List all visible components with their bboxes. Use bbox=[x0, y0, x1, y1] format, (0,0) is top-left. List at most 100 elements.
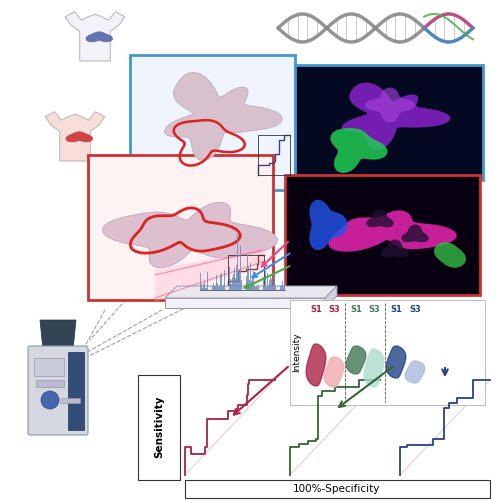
Polygon shape bbox=[328, 210, 456, 252]
Bar bbox=[200, 273, 201, 290]
Text: S1: S1 bbox=[310, 305, 322, 314]
Bar bbox=[270, 278, 271, 290]
Bar bbox=[202, 288, 203, 290]
Bar bbox=[274, 274, 275, 290]
Text: S3: S3 bbox=[368, 305, 380, 314]
Bar bbox=[226, 275, 228, 290]
Bar bbox=[284, 272, 285, 290]
FancyBboxPatch shape bbox=[28, 346, 88, 435]
Text: S1: S1 bbox=[390, 305, 402, 314]
Polygon shape bbox=[382, 240, 408, 258]
Bar bbox=[251, 281, 252, 290]
Bar bbox=[203, 284, 204, 290]
Bar bbox=[216, 275, 217, 290]
Polygon shape bbox=[45, 112, 105, 161]
Bar bbox=[285, 175, 480, 295]
Bar bbox=[262, 278, 264, 290]
Polygon shape bbox=[330, 128, 388, 173]
Bar bbox=[233, 274, 234, 290]
Bar bbox=[208, 279, 210, 290]
Bar bbox=[290, 300, 485, 405]
Polygon shape bbox=[310, 200, 348, 250]
Bar bbox=[260, 284, 262, 290]
Bar bbox=[272, 286, 273, 290]
Bar bbox=[206, 288, 207, 290]
Bar bbox=[258, 135, 290, 175]
Bar bbox=[235, 278, 236, 290]
Polygon shape bbox=[102, 202, 278, 268]
Bar bbox=[185, 480, 490, 498]
Polygon shape bbox=[324, 357, 344, 387]
Circle shape bbox=[41, 391, 59, 409]
Bar bbox=[271, 278, 272, 290]
Polygon shape bbox=[40, 320, 76, 350]
Bar bbox=[224, 270, 226, 290]
Bar bbox=[267, 272, 268, 290]
Bar bbox=[236, 264, 237, 290]
Bar bbox=[34, 358, 64, 376]
Polygon shape bbox=[66, 132, 92, 142]
Bar bbox=[253, 271, 254, 290]
Bar bbox=[210, 282, 212, 290]
Bar bbox=[213, 284, 214, 290]
Bar bbox=[221, 273, 222, 290]
Bar bbox=[36, 380, 64, 387]
Bar bbox=[276, 287, 278, 290]
Bar bbox=[244, 252, 246, 290]
Bar bbox=[269, 280, 270, 290]
Bar bbox=[258, 285, 260, 290]
Text: S3: S3 bbox=[409, 305, 421, 314]
Bar bbox=[247, 255, 248, 290]
Bar bbox=[240, 246, 241, 290]
Bar bbox=[231, 284, 232, 290]
Bar bbox=[278, 274, 280, 290]
Bar bbox=[265, 271, 266, 290]
Bar bbox=[250, 263, 251, 290]
Polygon shape bbox=[365, 88, 415, 122]
Bar bbox=[295, 65, 483, 180]
Text: 100%-Specificity: 100%-Specificity bbox=[294, 484, 380, 494]
Polygon shape bbox=[65, 12, 125, 61]
Bar bbox=[88, 155, 273, 300]
Polygon shape bbox=[165, 286, 337, 298]
Bar bbox=[222, 286, 223, 290]
Bar bbox=[218, 287, 219, 290]
Polygon shape bbox=[346, 346, 366, 374]
Bar bbox=[252, 278, 253, 290]
Bar bbox=[237, 234, 238, 290]
Bar bbox=[249, 280, 250, 290]
Bar bbox=[217, 283, 218, 290]
Polygon shape bbox=[405, 361, 425, 383]
Polygon shape bbox=[386, 346, 406, 378]
Polygon shape bbox=[325, 286, 337, 308]
Polygon shape bbox=[306, 344, 326, 386]
Bar bbox=[234, 268, 235, 290]
Bar bbox=[68, 352, 84, 430]
Bar bbox=[204, 281, 205, 290]
Bar bbox=[138, 375, 180, 480]
Bar bbox=[242, 240, 244, 290]
Polygon shape bbox=[366, 210, 394, 228]
Bar bbox=[228, 255, 264, 295]
Bar bbox=[215, 286, 216, 290]
Polygon shape bbox=[155, 248, 265, 302]
Bar bbox=[256, 286, 257, 290]
Bar bbox=[254, 286, 255, 290]
Bar bbox=[283, 286, 284, 290]
Bar bbox=[219, 286, 220, 290]
Text: Sensitivity: Sensitivity bbox=[154, 396, 164, 458]
Text: Intensity: Intensity bbox=[292, 332, 302, 372]
Bar bbox=[60, 398, 80, 403]
Text: S3: S3 bbox=[328, 305, 340, 314]
Polygon shape bbox=[165, 298, 325, 308]
Polygon shape bbox=[164, 72, 282, 161]
Polygon shape bbox=[364, 349, 384, 387]
Polygon shape bbox=[434, 242, 466, 268]
Polygon shape bbox=[342, 82, 450, 150]
Bar bbox=[220, 274, 221, 290]
Text: S1: S1 bbox=[350, 305, 362, 314]
Bar bbox=[268, 284, 269, 290]
Bar bbox=[130, 55, 295, 190]
Bar bbox=[201, 284, 202, 290]
Polygon shape bbox=[86, 32, 113, 42]
